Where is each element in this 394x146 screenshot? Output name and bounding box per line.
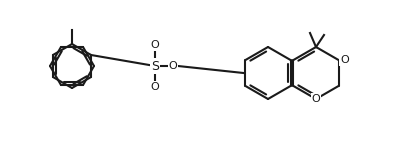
- Text: O: O: [151, 40, 160, 50]
- Text: O: O: [312, 94, 320, 104]
- Text: O: O: [169, 61, 177, 71]
- Text: S: S: [151, 60, 159, 73]
- Text: O: O: [340, 55, 349, 65]
- Text: O: O: [151, 82, 160, 92]
